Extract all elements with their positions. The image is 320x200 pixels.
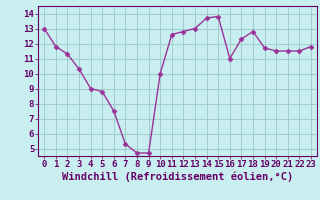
X-axis label: Windchill (Refroidissement éolien,°C): Windchill (Refroidissement éolien,°C) [62, 172, 293, 182]
